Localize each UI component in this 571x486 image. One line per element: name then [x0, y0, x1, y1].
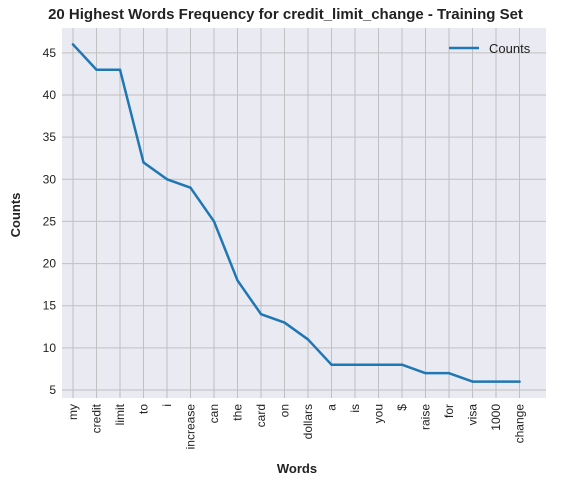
legend: Counts: [449, 41, 531, 56]
data-point: [283, 321, 286, 324]
data-point: [259, 312, 263, 316]
x-tick-label: increase: [184, 404, 198, 450]
plot-area: [62, 28, 546, 398]
data-point: [424, 371, 427, 375]
legend-label: Counts: [489, 41, 531, 56]
chart-title: 20 Highest Words Frequency for credit_li…: [48, 6, 523, 23]
data-point: [95, 68, 98, 71]
x-tick-label: limit: [113, 403, 127, 425]
y-tick-label: 10: [43, 341, 57, 355]
data-point: [142, 161, 145, 164]
y-axis-ticks: 5 10 15 20 25 30 35 40 45: [43, 46, 57, 397]
data-point: [400, 363, 404, 366]
data-point: [330, 363, 333, 366]
x-tick-label: dollars: [301, 404, 315, 439]
x-tick-label: credit: [90, 403, 104, 433]
data-point: [118, 68, 122, 71]
x-tick-label: $: [395, 404, 409, 411]
y-tick-label: 40: [43, 88, 57, 102]
x-tick-label: 1000: [489, 404, 503, 431]
x-tick-label: a: [325, 404, 339, 411]
x-tick-label: you: [372, 404, 386, 423]
x-tick-label: on: [278, 404, 292, 417]
y-tick-label: 25: [43, 214, 57, 228]
data-point: [236, 279, 239, 282]
grid-lines: [62, 28, 546, 398]
x-tick-label: the: [231, 404, 245, 421]
x-tick-label: change: [513, 404, 527, 444]
data-point: [165, 178, 169, 181]
series-line-counts: [71, 43, 521, 383]
x-tick-label: for: [442, 404, 456, 418]
data-point: [377, 363, 380, 366]
y-axis-label: Counts: [8, 193, 23, 238]
data-point: [212, 220, 216, 223]
x-tick-label: my: [66, 404, 80, 420]
y-tick-label: 15: [43, 299, 57, 313]
data-point: [518, 380, 521, 383]
x-tick-label: i: [160, 404, 174, 407]
y-tick-label: 20: [43, 257, 57, 271]
data-point: [189, 186, 192, 189]
x-tick-label: card: [254, 404, 268, 427]
y-tick-label: 45: [43, 46, 57, 60]
y-tick-label: 5: [49, 383, 56, 397]
x-tick-label: visa: [466, 404, 480, 426]
x-axis-ticks: my credit limit to i increase can the card on doll…: [66, 403, 527, 449]
data-point: [71, 43, 75, 46]
data-point: [447, 371, 451, 375]
data-point: [306, 338, 310, 341]
data-point: [471, 380, 474, 383]
y-tick-label: 35: [43, 130, 57, 144]
x-tick-label: can: [207, 404, 221, 423]
x-tick-label: raise: [419, 404, 433, 430]
series-layer: [71, 43, 521, 383]
x-tick-label: to: [137, 404, 151, 414]
y-tick-label: 30: [43, 172, 57, 186]
x-axis-label: Words: [277, 461, 317, 476]
data-point: [494, 380, 498, 383]
data-point: [353, 363, 357, 366]
x-tick-label: is: [348, 404, 362, 413]
